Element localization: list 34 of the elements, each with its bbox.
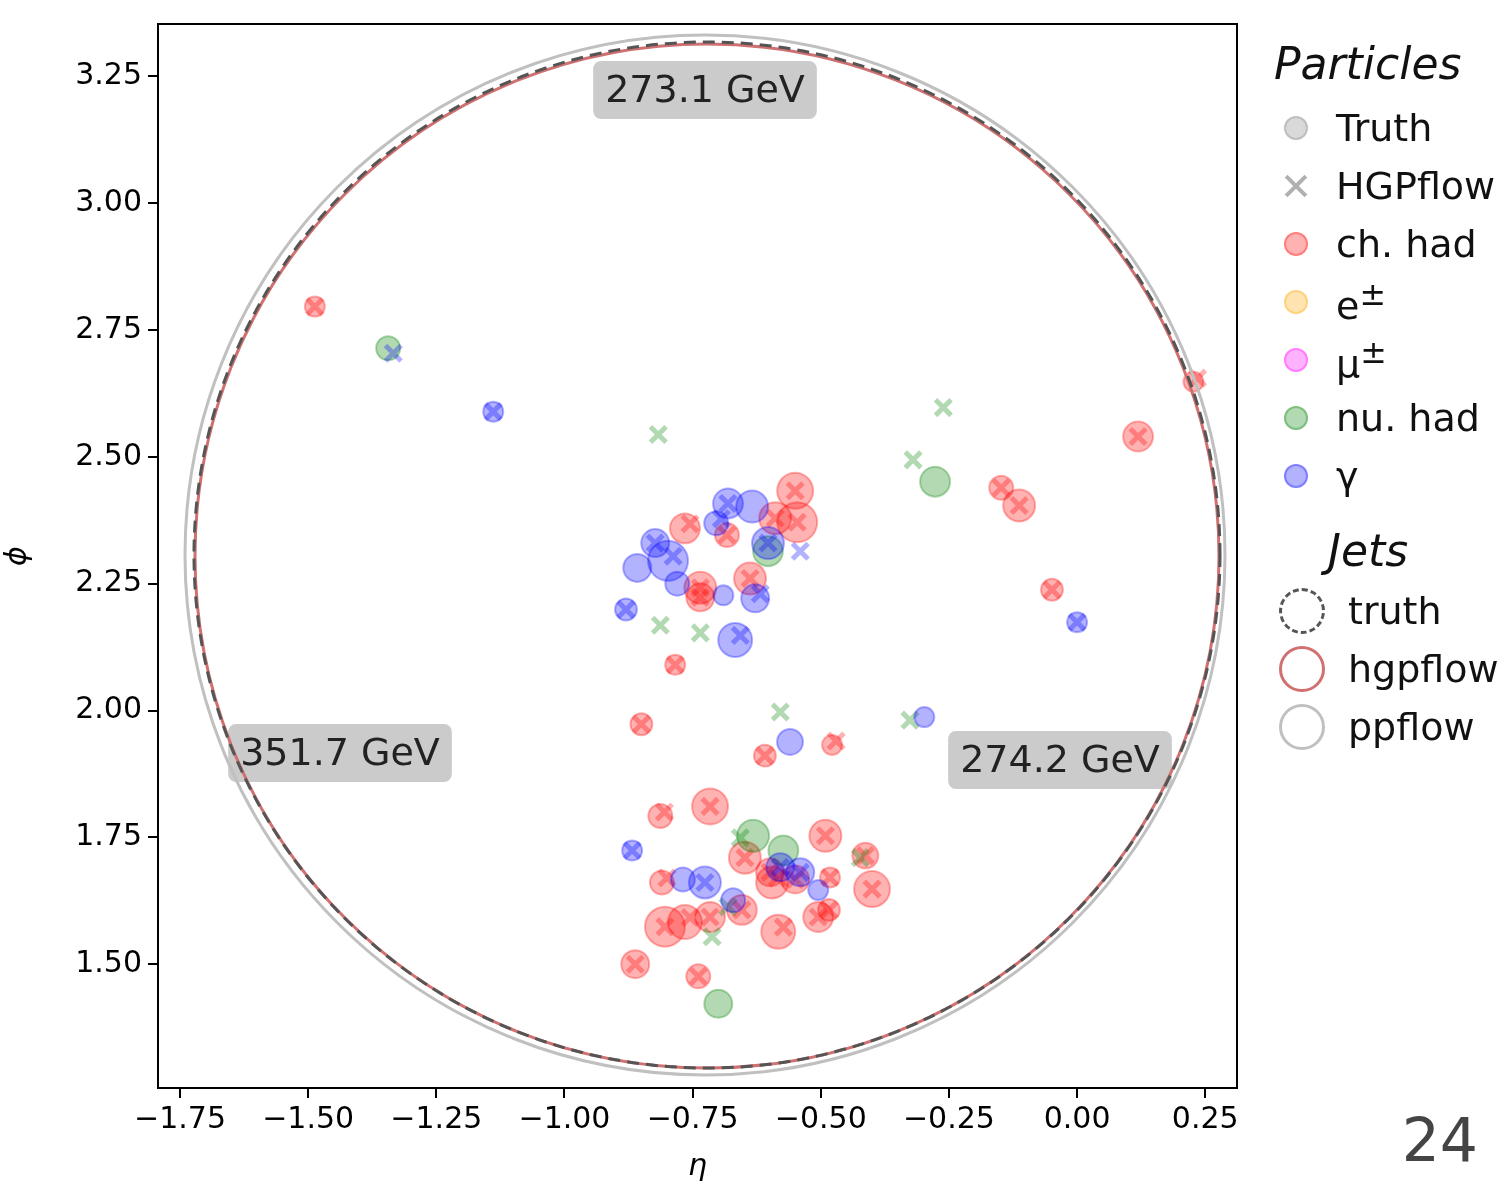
y-tick-label: 3.00 xyxy=(75,182,142,218)
legend-label: hgpflow xyxy=(1348,647,1499,691)
y-tick-label: 3.25 xyxy=(75,56,142,92)
x-tick-label: −0.50 xyxy=(774,1099,867,1135)
x-tick-label: −0.75 xyxy=(646,1099,739,1135)
x-tick-label: −1.00 xyxy=(518,1099,611,1135)
x-tick-label: −1.25 xyxy=(390,1099,483,1135)
legend-label: Truth xyxy=(1336,106,1433,150)
legend-label: γ xyxy=(1336,454,1359,498)
text: 24 xyxy=(1401,1104,1478,1175)
y-tick-label: 2.25 xyxy=(75,563,142,599)
annotation: 274.2 GeV xyxy=(960,736,1160,781)
legend-label: e$^{±}$ xyxy=(1336,276,1386,328)
x-axis-title: η xyxy=(687,1146,708,1182)
legend-label: ch. had xyxy=(1336,222,1477,266)
y-tick-label: 2.00 xyxy=(75,690,142,726)
legend-label: nu. had xyxy=(1336,396,1480,440)
y-tick-label: 2.75 xyxy=(75,309,142,345)
x-tick-label: 0.25 xyxy=(1171,1099,1239,1135)
legend-label: ppflow xyxy=(1348,705,1475,749)
annotation: 273.1 GeV xyxy=(605,66,805,111)
y-axis-title: ϕ xyxy=(0,546,33,566)
x-tick-label: −0.25 xyxy=(902,1099,995,1135)
text: Particles xyxy=(1274,38,1462,89)
legend-label: HGPflow xyxy=(1336,164,1496,208)
y-tick-label: 2.50 xyxy=(75,436,142,472)
y-tick-label: 1.75 xyxy=(75,817,142,853)
x-tick-label: −1.75 xyxy=(134,1099,227,1135)
x-tick-label: −1.50 xyxy=(262,1099,355,1135)
annotation: 351.7 GeV xyxy=(240,729,440,774)
legend-label: μ$^{±}$ xyxy=(1336,334,1387,386)
y-tick-label: 1.50 xyxy=(75,943,142,979)
legend-label: truth xyxy=(1348,589,1442,633)
x-tick-label: 0.00 xyxy=(1043,1099,1111,1135)
